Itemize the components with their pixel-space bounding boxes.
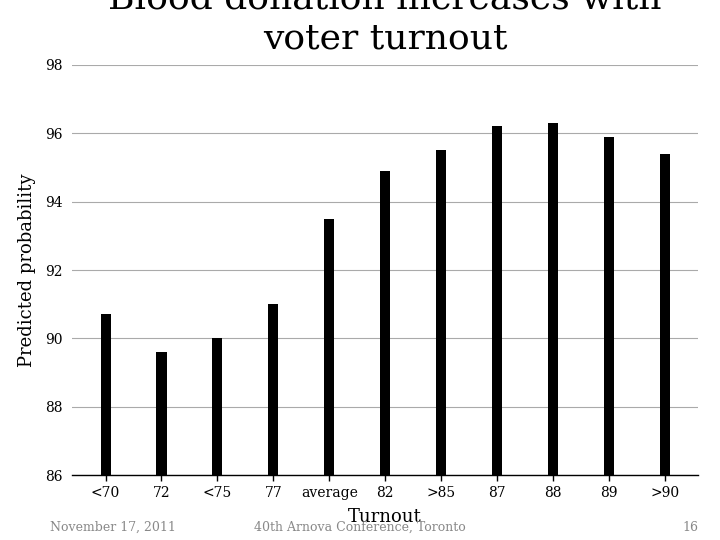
- Bar: [604, 137, 614, 540]
- Bar: [380, 171, 390, 540]
- Bar: [101, 314, 111, 540]
- Bar: [269, 304, 279, 540]
- X-axis label: Turnout: Turnout: [348, 508, 422, 526]
- Text: 16: 16: [683, 521, 698, 534]
- Bar: [324, 219, 334, 540]
- Bar: [492, 126, 502, 540]
- Text: 40th Arnova Conference, Toronto: 40th Arnova Conference, Toronto: [254, 521, 466, 534]
- Text: November 17, 2011: November 17, 2011: [50, 521, 176, 534]
- Bar: [212, 339, 222, 540]
- Bar: [436, 150, 446, 540]
- Y-axis label: Predicted probability: Predicted probability: [18, 173, 36, 367]
- Title: Blood donation increases with
voter turnout: Blood donation increases with voter turn…: [109, 0, 662, 55]
- Bar: [156, 352, 166, 540]
- Bar: [660, 154, 670, 540]
- Bar: [548, 123, 558, 540]
